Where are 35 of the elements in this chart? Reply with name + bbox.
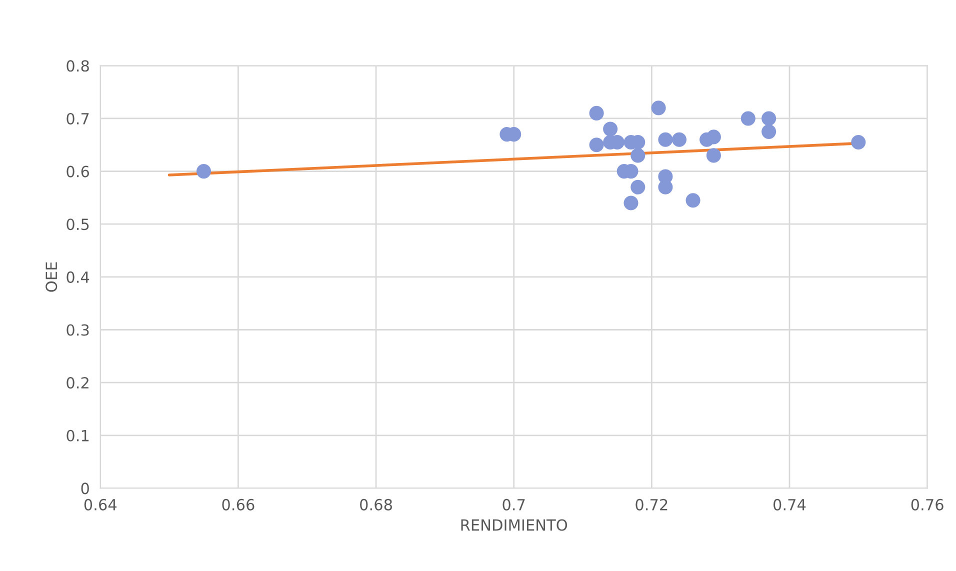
point	[196, 164, 212, 179]
x-tick-label: 0.66	[222, 498, 254, 510]
x-tick-label: 0.74	[773, 498, 806, 510]
x-tick-label: 0.76	[911, 498, 944, 510]
x-tick-label: 0.68	[360, 498, 392, 510]
y-tick-label: 0.3	[66, 324, 89, 336]
y-tick-label: 0	[81, 482, 89, 494]
point	[762, 111, 776, 126]
point	[651, 100, 666, 116]
x-tick-label: 0.72	[636, 498, 668, 510]
point	[589, 106, 604, 120]
x-axis-title: RENDIMIENTO	[461, 519, 568, 531]
point	[706, 130, 721, 144]
y-tick-label: 0.7	[66, 112, 89, 125]
point	[658, 132, 673, 147]
y-tick-label: 0.6	[66, 166, 89, 178]
x-tick-label: 0.7	[502, 498, 525, 510]
point	[603, 122, 618, 136]
y-axis-title: OEE	[46, 262, 58, 292]
point	[672, 132, 687, 147]
x-tick-label: 0.64	[84, 498, 117, 510]
y-tick-label: 0.2	[66, 377, 88, 389]
point	[762, 124, 776, 139]
point	[630, 180, 646, 194]
point	[706, 148, 721, 163]
point	[740, 111, 756, 126]
point	[589, 138, 604, 152]
point	[851, 134, 866, 150]
y-tick-label: 0.1	[66, 430, 89, 442]
y-tick-label: 0.4	[66, 271, 90, 283]
point	[686, 193, 700, 208]
point	[630, 148, 646, 163]
y-tick-label: 0.8	[66, 60, 89, 72]
point	[624, 196, 638, 210]
y-tick-label: 0.5	[66, 218, 89, 230]
